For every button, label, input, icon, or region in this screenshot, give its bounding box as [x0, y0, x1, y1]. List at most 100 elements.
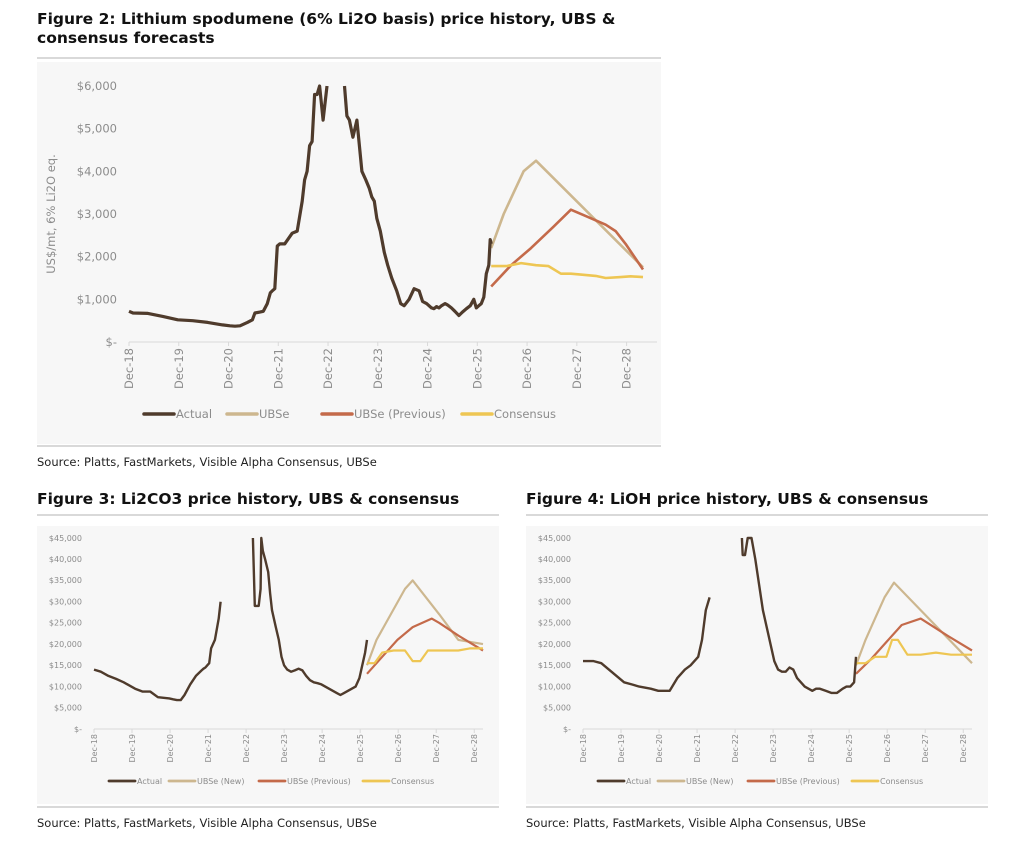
figure-3-chart: $- $5,000 $10,000 $15,000 $20,000 $25,000 $30,… — [49, 534, 484, 786]
x-tick-label: Dec-18 — [122, 348, 136, 389]
legend-label: UBSe (Previous) — [354, 407, 446, 421]
x-tick-label: Dec-27 — [570, 348, 584, 389]
legend-label: Consensus — [391, 777, 434, 786]
series-line-ubse-previous — [490, 208, 645, 288]
series-line-consensus — [491, 261, 644, 280]
series-line-consensus — [856, 638, 972, 665]
series-line-actual — [93, 536, 369, 702]
series-line-ubse-previous — [366, 617, 484, 675]
legend-label: UBSe (Previous) — [287, 777, 351, 786]
y-tick-label: $20,000 — [49, 640, 82, 649]
x-tick-label: Dec-22 — [321, 348, 335, 389]
legend-label: Actual — [626, 777, 651, 786]
y-tick-label: $35,000 — [538, 576, 571, 585]
x-tick-label: Dec-18 — [90, 734, 99, 763]
legend-label: Consensus — [880, 777, 923, 786]
figure-3-title: Figure 3: Li2CO3 price history, UBS & co… — [37, 490, 460, 508]
legend-label: UBSe (New) — [197, 777, 244, 786]
y-tick-label: $- — [563, 725, 571, 734]
x-tick-label: Dec-27 — [432, 734, 441, 763]
figure-4-chart: $- $5,000 $10,000 $15,000 $20,000 $25,000 $30,… — [538, 534, 973, 786]
x-tick-label: Dec-26 — [883, 734, 892, 763]
x-tick-label: Dec-20 — [655, 734, 664, 763]
x-tick-label: Dec-20 — [166, 734, 175, 763]
legend-label: Actual — [137, 777, 162, 786]
figure-4-top-rule — [526, 514, 988, 516]
x-tick-label: Dec-28 — [470, 734, 479, 763]
y-axis-label: US$/mt, 6% Li2O eq. — [44, 154, 58, 274]
y-tick-label: $25,000 — [538, 619, 571, 628]
x-tick-label: Dec-26 — [520, 348, 534, 389]
figure-2-top-rule — [37, 57, 661, 59]
x-tick-label: Dec-19 — [617, 734, 626, 763]
x-tick-label: Dec-21 — [204, 734, 213, 763]
series-line-actual — [583, 536, 858, 695]
y-tick-label: $45,000 — [49, 534, 82, 543]
y-tick-label: $3,000 — [77, 207, 117, 221]
x-tick-label: Dec-24 — [421, 348, 435, 389]
figure-3-bottom-rule — [37, 806, 499, 808]
x-tick-label: Dec-22 — [731, 734, 740, 763]
figure-2-source: Source: Platts, FastMarkets, Visible Alp… — [37, 455, 377, 469]
x-tick-label: Dec-23 — [769, 734, 778, 763]
series-line-ubse-new — [854, 581, 973, 666]
x-tick-label: Dec-19 — [128, 734, 137, 763]
y-tick-label: $20,000 — [538, 640, 571, 649]
x-tick-label: Dec-20 — [222, 348, 236, 389]
y-tick-label: $25,000 — [49, 619, 82, 628]
y-tick-label: $40,000 — [49, 555, 82, 564]
y-tick-label: $10,000 — [49, 682, 82, 691]
y-tick-label: $10,000 — [538, 682, 571, 691]
x-tick-label: Dec-22 — [242, 734, 251, 763]
y-tick-label: $5,000 — [77, 122, 117, 136]
figure-2-title: Figure 2: Lithium spodumene (6% Li2O bas… — [37, 10, 616, 47]
x-tick-label: Dec-26 — [394, 734, 403, 763]
y-tick-label: $2,000 — [77, 250, 117, 264]
x-tick-label: Dec-18 — [579, 734, 588, 763]
figure-4-chart-panel: $- $5,000 $10,000 $15,000 $20,000 $25,000 $30,… — [526, 526, 988, 804]
x-tick-label: Dec-25 — [356, 734, 365, 763]
x-tick-label: Dec-21 — [693, 734, 702, 763]
y-tick-label: $30,000 — [49, 597, 82, 606]
x-tick-label: Dec-24 — [807, 734, 816, 763]
legend-label: UBSe — [259, 407, 289, 421]
y-tick-label: $35,000 — [49, 576, 82, 585]
y-tick-label: $- — [106, 335, 117, 349]
y-tick-label: $4,000 — [77, 164, 117, 178]
figure-3-chart-panel: $- $5,000 $10,000 $15,000 $20,000 $25,000 $30,… — [37, 526, 499, 804]
figure-2-chart: $- $1,000 $2,000 $3,000 $4,000 $5,000 $6,000 US… — [44, 79, 657, 421]
legend-label: UBSe (New) — [686, 777, 733, 786]
y-tick-label: $30,000 — [538, 597, 571, 606]
legend-label: UBSe (Previous) — [776, 777, 840, 786]
y-tick-label: $15,000 — [538, 661, 571, 670]
x-tick-label: Dec-28 — [620, 348, 634, 389]
y-tick-label: $5,000 — [54, 704, 82, 713]
y-tick-label: $45,000 — [538, 534, 571, 543]
legend-label: Actual — [176, 407, 212, 421]
x-tick-label: Dec-21 — [271, 348, 285, 389]
x-tick-label: Dec-25 — [470, 348, 484, 389]
figure-3-source: Source: Platts, FastMarkets, Visible Alp… — [37, 816, 377, 830]
x-tick-label: Dec-24 — [318, 734, 327, 763]
series-line-consensus — [367, 647, 483, 665]
y-tick-label: $- — [74, 725, 82, 734]
y-tick-label: $1,000 — [77, 292, 117, 306]
figure-3-top-rule — [37, 514, 499, 516]
figure-4-title: Figure 4: LiOH price history, UBS & cons… — [526, 490, 929, 508]
figure-2-chart-panel: $- $1,000 $2,000 $3,000 $4,000 $5,000 $6,000 US… — [37, 62, 661, 444]
series-line-actual — [128, 84, 493, 328]
x-tick-label: Dec-27 — [921, 734, 930, 763]
y-tick-label: $15,000 — [49, 661, 82, 670]
y-tick-label: $40,000 — [538, 555, 571, 564]
x-tick-label: Dec-23 — [371, 348, 385, 389]
x-tick-label: Dec-19 — [172, 348, 186, 389]
x-tick-label: Dec-28 — [959, 734, 968, 763]
x-tick-label: Dec-23 — [280, 734, 289, 763]
y-tick-label: $6,000 — [77, 79, 117, 93]
figure-2-bottom-rule — [37, 445, 661, 447]
legend-label: Consensus — [494, 407, 556, 421]
figure-4-source: Source: Platts, FastMarkets, Visible Alp… — [526, 816, 866, 830]
series-line-ubse — [489, 159, 644, 269]
figure-4-bottom-rule — [526, 806, 988, 808]
y-tick-label: $5,000 — [543, 704, 571, 713]
